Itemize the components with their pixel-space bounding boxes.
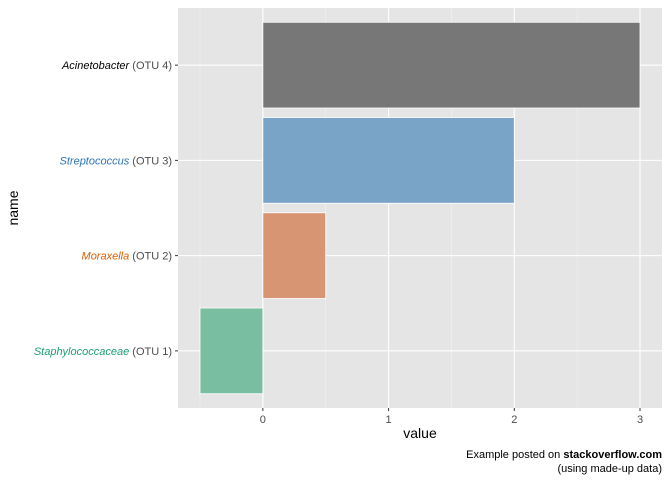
taxon-name: Acinetobacter [61,60,131,72]
otu-id: (OTU 4) [129,60,172,72]
taxon-name: Moraxella [82,251,130,263]
taxon-name: Streptococcus [60,155,130,167]
caption-line1: Example posted on stackoverflow.com [466,449,662,461]
y-tick-label: Staphylococcaceae (OTU 1) [34,346,172,358]
y-axis-title: name [5,190,21,225]
x-axis-title: value [403,425,437,441]
bar [262,21,641,109]
caption-prefix: Example posted on [466,449,563,461]
otu-id: (OTU 1) [129,346,172,358]
bar [262,212,327,299]
y-tick-label: Streptococcus (OTU 3) [60,155,172,167]
x-tick-label: 0 [260,414,266,426]
y-tick-label: Acinetobacter (OTU 4) [61,60,172,72]
caption-line2: (using made-up data) [557,463,662,475]
bar [262,117,515,204]
otu-id: (OTU 3) [129,155,172,167]
caption-bold: stackoverflow.com [563,449,662,461]
otu-id: (OTU 2) [129,251,172,263]
x-tick-label: 3 [637,414,643,426]
y-tick-label: Moraxella (OTU 2) [82,251,172,263]
taxon-name: Staphylococcaceae [34,346,129,358]
bar [199,307,264,395]
x-tick-label: 2 [511,414,517,426]
x-tick-label: 1 [386,414,392,426]
